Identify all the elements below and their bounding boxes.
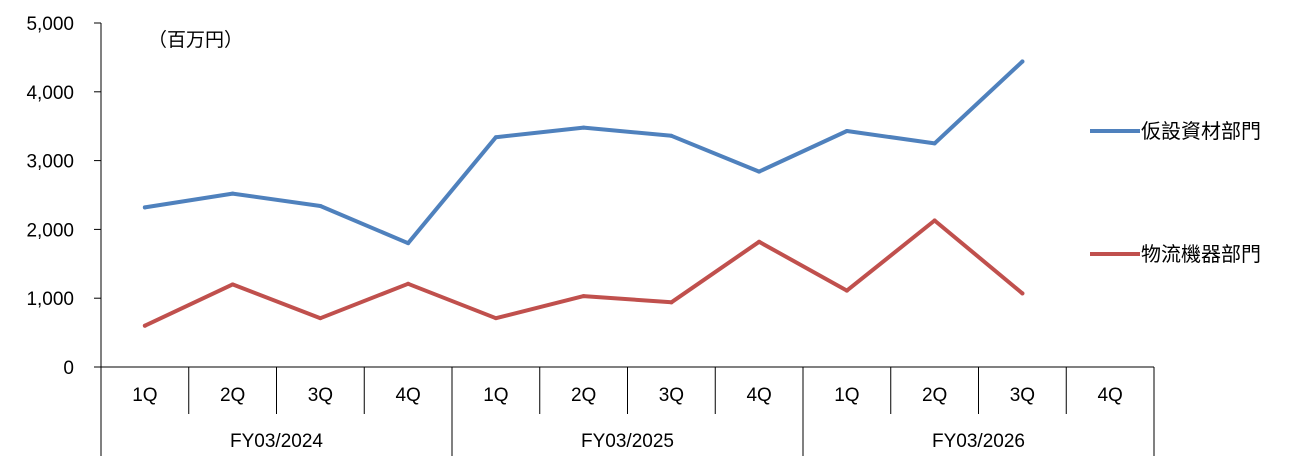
x-tick-label: 4Q: [395, 385, 420, 406]
data-point: [230, 282, 235, 287]
data-point: [669, 300, 674, 305]
y-tick-label: 2,000: [26, 220, 74, 241]
x-tick-label: 4Q: [1097, 385, 1122, 406]
data-point: [406, 241, 411, 246]
data-point: [932, 218, 937, 223]
data-point: [406, 281, 411, 286]
series-line-1: [142, 59, 1025, 246]
x-tick-label: 1Q: [834, 385, 859, 406]
x-tick-label: 3Q: [308, 385, 333, 406]
unit-label: （百万円）: [148, 29, 243, 51]
y-tick-label: 0: [63, 358, 74, 379]
x-tick-label: 2Q: [571, 385, 596, 406]
series-line-2: [142, 218, 1025, 328]
data-point: [581, 125, 586, 130]
data-point: [757, 239, 762, 244]
legend-label: 物流機器部門: [1141, 242, 1261, 266]
x-tick-label: 1Q: [132, 385, 157, 406]
data-point: [1020, 59, 1025, 64]
data-point: [142, 323, 147, 328]
y-tick-label: 3,000: [26, 152, 74, 173]
x-axis-categories: 1Q 2Q 3Q 4Q 1Q 2Q 3Q 4Q 1Q 2Q 3Q 4Q: [100, 367, 1155, 456]
data-point: [230, 191, 235, 196]
y-axis: 0 1,000 2,000 3,000 4,000 5,000: [26, 14, 101, 379]
plot-area: [142, 59, 1025, 328]
data-point: [669, 133, 674, 138]
y-tick-label: 1,000: [26, 289, 74, 310]
axes: [100, 23, 1154, 368]
x-tick-label: 2Q: [220, 385, 245, 406]
x-tick-label: 1Q: [483, 385, 508, 406]
data-point: [581, 294, 586, 299]
data-point: [493, 316, 498, 321]
data-point: [318, 204, 323, 209]
x-tick-label: 2Q: [922, 385, 947, 406]
data-point: [493, 135, 498, 140]
legend-label: 仮設資材部門: [1141, 119, 1261, 143]
data-point: [844, 288, 849, 293]
x-axis-groups: FY03/2024 FY03/2025 FY03/2026: [230, 431, 1025, 452]
x-group-label: FY03/2025: [581, 431, 674, 452]
data-point: [142, 205, 147, 210]
data-point: [757, 169, 762, 174]
x-tick-label: 3Q: [1010, 385, 1035, 406]
data-point: [932, 141, 937, 146]
x-tick-label: 3Q: [659, 385, 684, 406]
x-tick-label: 4Q: [746, 385, 771, 406]
data-point: [844, 129, 849, 134]
y-tick-label: 4,000: [26, 83, 74, 104]
x-group-label: FY03/2024: [230, 431, 323, 452]
x-group-label: FY03/2026: [932, 431, 1025, 452]
data-point: [1020, 291, 1025, 296]
y-tick-label: 5,000: [26, 14, 74, 35]
data-point: [318, 316, 323, 321]
